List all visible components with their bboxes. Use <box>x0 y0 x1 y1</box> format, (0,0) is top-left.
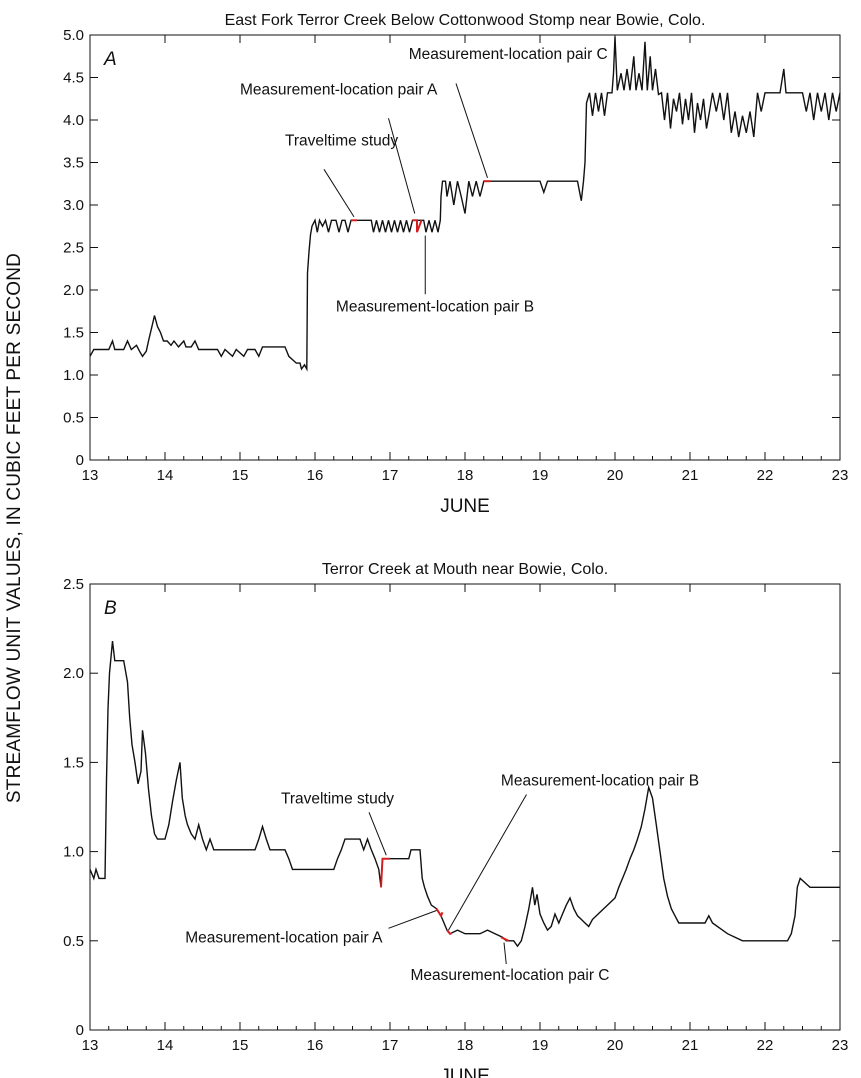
highlight-segment <box>380 857 390 888</box>
y-tick-label: 2.0 <box>63 282 84 299</box>
x-tick-label: 13 <box>82 1037 99 1054</box>
y-tick-label: 0.5 <box>63 410 84 427</box>
y-tick-label: 1.0 <box>63 367 84 384</box>
x-tick-label: 21 <box>682 1037 699 1054</box>
annotation-label: Measurement-location pair B <box>336 298 534 315</box>
x-tick-label: 19 <box>532 1037 549 1054</box>
x-tick-label: 17 <box>382 467 399 484</box>
annotation-leader <box>323 169 355 218</box>
x-axis-label: JUNE <box>440 1066 490 1078</box>
chart-title: Terror Creek at Mouth near Bowie, Colo. <box>322 561 608 578</box>
x-tick-label: 16 <box>307 1037 324 1054</box>
y-axis-label: STREAMFLOW UNIT VALUES, IN CUBIC FEET PE… <box>4 253 25 803</box>
annotation-label: Traveltime study <box>281 790 394 807</box>
x-tick-label: 18 <box>457 467 474 484</box>
x-tick-label: 18 <box>457 1037 474 1054</box>
chart-title: East Fork Terror Creek Below Cottonwood … <box>225 12 706 29</box>
x-axis-label: JUNE <box>440 496 490 517</box>
x-tick-label: 20 <box>607 1037 624 1054</box>
y-tick-label: 4.0 <box>63 112 84 129</box>
x-tick-label: 23 <box>832 467 849 484</box>
plot-frame <box>89 583 841 1031</box>
y-tick-label: 0.5 <box>63 933 84 950</box>
y-tick-label: 2.5 <box>63 576 84 593</box>
y-tick-label: 5.0 <box>63 27 84 44</box>
x-tick-label: 19 <box>532 467 549 484</box>
x-tick-label: 15 <box>232 467 249 484</box>
annotation-leader <box>503 942 507 965</box>
annotation-leader <box>448 794 527 931</box>
highlight-segment <box>412 219 423 233</box>
annotation-label: Measurement-location pair A <box>240 82 438 99</box>
x-tick-label: 15 <box>232 1037 249 1054</box>
x-tick-label: 16 <box>307 467 324 484</box>
y-tick-label: 3.0 <box>63 197 84 214</box>
x-tick-label: 23 <box>832 1037 849 1054</box>
x-tick-label: 20 <box>607 467 624 484</box>
panel-letter: B <box>104 598 117 619</box>
y-tick-label: 1.5 <box>63 754 84 771</box>
series-line <box>89 641 840 948</box>
panel-letter: A <box>103 49 117 70</box>
annotation-leader <box>388 910 437 929</box>
annotation-leader <box>455 83 488 178</box>
highlight-segment <box>435 908 444 918</box>
x-tick-label: 14 <box>157 1037 174 1054</box>
x-tick-label: 21 <box>682 467 699 484</box>
x-tick-label: 22 <box>757 1037 774 1054</box>
annotation-leader <box>388 118 416 214</box>
x-tick-label: 14 <box>157 467 174 484</box>
highlight-segment <box>500 936 509 942</box>
y-tick-label: 3.5 <box>63 155 84 172</box>
annotation-label: Measurement-location pair C <box>409 46 608 63</box>
y-tick-label: 0 <box>76 1022 84 1039</box>
y-tick-label: 2.0 <box>63 665 84 682</box>
highlight-segment <box>446 929 452 935</box>
x-tick-label: 22 <box>757 467 774 484</box>
annotation-label: Traveltime study <box>285 133 398 150</box>
annotation-leader <box>368 812 387 856</box>
x-tick-label: 13 <box>82 467 99 484</box>
y-tick-label: 4.5 <box>63 70 84 87</box>
y-tick-label: 1.0 <box>63 844 84 861</box>
annotation-label: Measurement-location pair B <box>501 773 699 790</box>
x-tick-label: 17 <box>382 1037 399 1054</box>
annotation-label: Measurement-location pair A <box>185 930 383 947</box>
y-tick-label: 0 <box>76 452 84 469</box>
panel-b-chart: Terror Creek at Mouth near Bowie, Colo. 1… <box>63 561 848 1078</box>
panel-a-chart: East Fork Terror Creek Below Cottonwood … <box>63 12 848 517</box>
y-tick-label: 2.5 <box>63 240 84 257</box>
y-tick-label: 1.5 <box>63 325 84 342</box>
annotation-label: Measurement-location pair C <box>410 967 609 984</box>
series-line <box>89 36 841 372</box>
